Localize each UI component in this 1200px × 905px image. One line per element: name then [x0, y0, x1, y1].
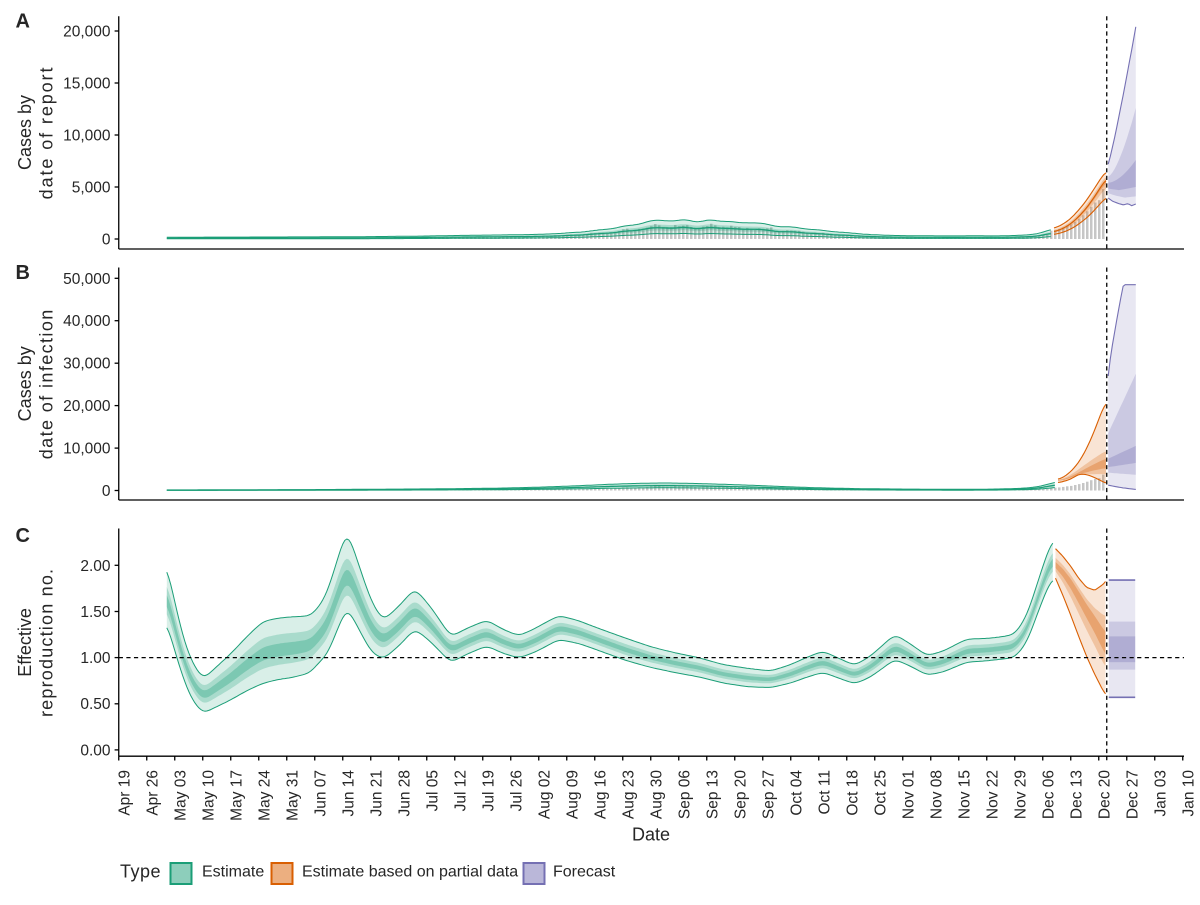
svg-text:Sep 20: Sep 20: [732, 770, 749, 820]
svg-text:Aug 02: Aug 02: [536, 770, 553, 819]
svg-text:date of report: date of report: [37, 66, 57, 200]
svg-text:Estimate: Estimate: [202, 864, 264, 881]
svg-text:Dec 06: Dec 06: [1040, 770, 1057, 819]
svg-text:May 31: May 31: [284, 770, 301, 821]
svg-text:May 10: May 10: [200, 770, 217, 821]
svg-text:Dec 13: Dec 13: [1068, 770, 1085, 819]
svg-text:0: 0: [102, 232, 111, 249]
svg-text:Date: Date: [632, 825, 670, 845]
svg-text:10,000: 10,000: [63, 441, 111, 458]
svg-text:Jun 14: Jun 14: [340, 770, 357, 817]
svg-text:May 03: May 03: [172, 770, 189, 821]
svg-text:1.50: 1.50: [80, 604, 111, 621]
svg-text:Forecast: Forecast: [553, 864, 616, 881]
svg-text:Jun 28: Jun 28: [396, 770, 413, 817]
svg-text:0: 0: [102, 483, 111, 500]
svg-text:Sep 27: Sep 27: [760, 770, 777, 819]
svg-text:Jul 05: Jul 05: [424, 770, 441, 811]
svg-text:Apr 19: Apr 19: [116, 770, 133, 816]
svg-text:Cases by: Cases by: [15, 95, 35, 170]
svg-text:Dec 27: Dec 27: [1124, 770, 1141, 819]
svg-text:May 17: May 17: [228, 770, 245, 821]
svg-text:10,000: 10,000: [63, 128, 111, 145]
svg-text:C: C: [16, 525, 30, 547]
svg-text:Jun 21: Jun 21: [368, 770, 385, 817]
svg-text:0.00: 0.00: [80, 742, 111, 759]
svg-text:Aug 09: Aug 09: [564, 770, 581, 819]
svg-text:B: B: [16, 262, 30, 284]
svg-text:Jun 07: Jun 07: [312, 770, 329, 817]
svg-text:Sep 06: Sep 06: [676, 770, 693, 819]
svg-text:Aug 30: Aug 30: [648, 770, 665, 820]
svg-text:20,000: 20,000: [63, 398, 111, 415]
svg-text:Jul 12: Jul 12: [452, 770, 469, 811]
svg-text:Sep 13: Sep 13: [704, 770, 721, 819]
svg-text:Dec 20: Dec 20: [1096, 770, 1113, 819]
svg-text:Apr 26: Apr 26: [144, 770, 161, 816]
svg-text:50,000: 50,000: [63, 271, 111, 288]
svg-text:Nov 15: Nov 15: [956, 770, 973, 819]
svg-text:Aug 23: Aug 23: [620, 770, 637, 819]
svg-text:Oct 11: Oct 11: [816, 770, 833, 815]
svg-text:0.50: 0.50: [80, 696, 111, 713]
svg-text:15,000: 15,000: [63, 76, 111, 93]
svg-text:Oct 25: Oct 25: [872, 770, 889, 816]
svg-text:Oct 18: Oct 18: [844, 770, 861, 816]
svg-text:A: A: [16, 11, 30, 33]
svg-text:Effective: Effective: [15, 608, 35, 677]
svg-text:Oct 04: Oct 04: [788, 770, 805, 816]
svg-text:40,000: 40,000: [63, 313, 111, 330]
svg-text:Nov 29: Nov 29: [1012, 770, 1029, 819]
svg-text:1.00: 1.00: [80, 650, 111, 667]
svg-text:May 24: May 24: [256, 770, 273, 821]
svg-text:Nov 08: Nov 08: [928, 770, 945, 819]
svg-text:Jan 03: Jan 03: [1152, 770, 1169, 817]
svg-text:reproduction no.: reproduction no.: [37, 568, 57, 717]
svg-text:Jan 10: Jan 10: [1180, 770, 1197, 817]
svg-text:2.00: 2.00: [80, 558, 111, 575]
svg-text:date of infection: date of infection: [37, 308, 57, 459]
svg-text:5,000: 5,000: [72, 180, 111, 197]
svg-text:Nov 01: Nov 01: [900, 770, 917, 819]
svg-text:Estimate based on partial data: Estimate based on partial data: [302, 864, 518, 881]
svg-text:Aug 16: Aug 16: [592, 770, 609, 819]
svg-text:Type: Type: [120, 862, 161, 882]
svg-text:Jul 19: Jul 19: [480, 770, 497, 811]
svg-text:30,000: 30,000: [63, 356, 111, 373]
svg-text:Cases by: Cases by: [15, 346, 35, 421]
svg-text:Nov 22: Nov 22: [984, 770, 1001, 819]
svg-text:Jul 26: Jul 26: [508, 770, 525, 811]
svg-text:20,000: 20,000: [63, 24, 111, 41]
